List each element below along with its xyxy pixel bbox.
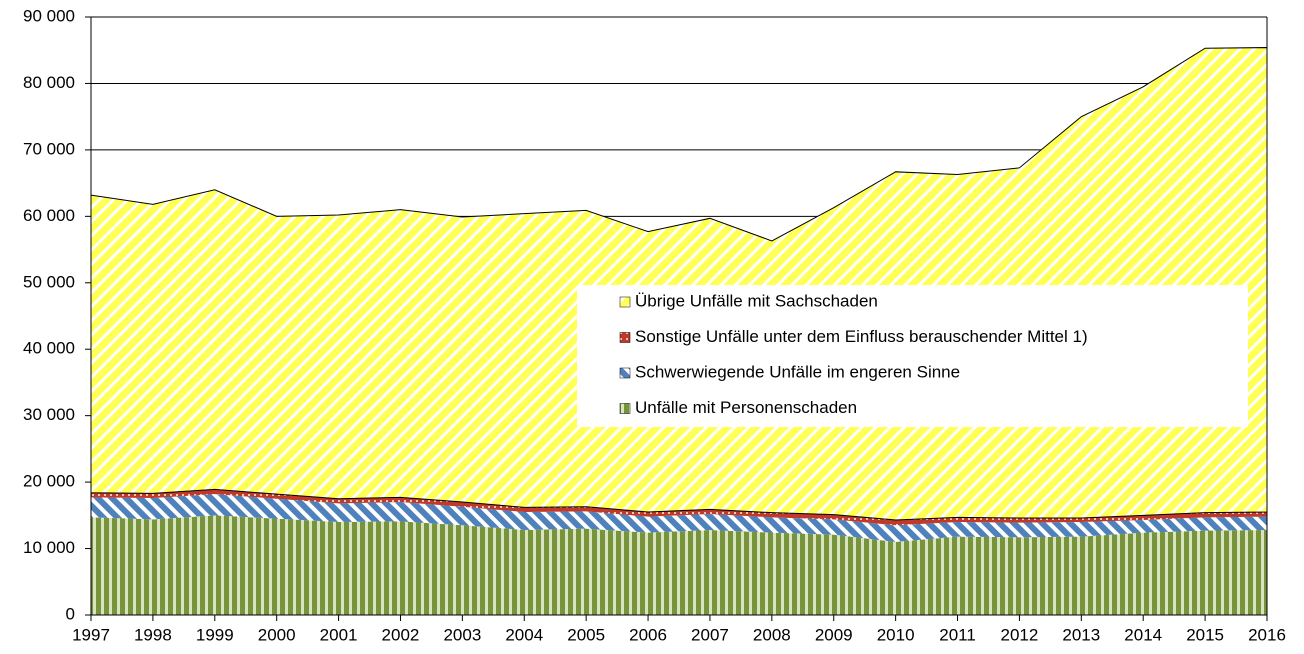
axes: 0 10 000 20 000 30 000 40 000 50 000 60 000 70 … (23, 6, 1286, 644)
area (91, 494, 1267, 542)
x-tick-label: 1998 (134, 625, 172, 644)
legend-label: Übrige Unfälle mit Sachschaden (635, 291, 878, 310)
legend-swatch (619, 367, 631, 379)
legend-label: Sonstige Unfälle unter dem Einfluss bera… (635, 327, 1088, 346)
y-tick-label: 40 000 (23, 339, 75, 358)
x-tick-label: 2007 (691, 625, 729, 644)
x-tick-label: 2003 (443, 625, 481, 644)
area (90, 47, 1268, 521)
legend-swatch (619, 403, 631, 414)
legend-box (577, 285, 1248, 427)
x-tick-label: 2000 (258, 625, 296, 644)
x-tick-label: 2015 (1186, 625, 1224, 644)
x-tick-label: 2008 (753, 625, 791, 644)
legend: Übrige Unfälle mit Sachschaden Sonstige U… (577, 285, 1248, 427)
y-tick-label: 50 000 (23, 272, 75, 291)
x-tick-label: 2005 (567, 625, 605, 644)
legend-swatch (619, 332, 631, 343)
x-tick-label: 2014 (1124, 625, 1162, 644)
x-tick-label: 2013 (1062, 625, 1100, 644)
x-tick-label: 2012 (1001, 625, 1039, 644)
x-tick-label: 2006 (629, 625, 667, 644)
legend-label: Unfälle mit Personenschaden (635, 398, 857, 417)
y-tick-label: 20 000 (23, 472, 75, 491)
y-tick-label: 30 000 (23, 405, 75, 424)
x-tick-label: 2016 (1248, 625, 1286, 644)
y-tick-label: 10 000 (23, 538, 75, 557)
y-tick-label: 90 000 (23, 6, 75, 25)
legend-label: Schwerwiegende Unfälle im engeren Sinne (635, 362, 960, 381)
y-tick-label: 80 000 (23, 73, 75, 92)
y-tick-label: 70 000 (23, 139, 75, 158)
y-tick-label: 0 (66, 604, 75, 623)
area (91, 515, 1267, 615)
x-tick-label: 1999 (196, 625, 234, 644)
x-tick-label: 1997 (72, 625, 110, 644)
legend-swatch (619, 296, 631, 308)
x-tick-label: 2011 (939, 625, 976, 644)
x-tick-label: 2002 (382, 625, 420, 644)
x-tick-label: 2001 (320, 625, 358, 644)
x-tick-label: 2009 (815, 625, 853, 644)
x-tick-label: 2010 (877, 625, 915, 644)
x-tick-label: 2004 (505, 625, 543, 644)
y-tick-label: 60 000 (23, 206, 75, 225)
area (91, 489, 1267, 526)
